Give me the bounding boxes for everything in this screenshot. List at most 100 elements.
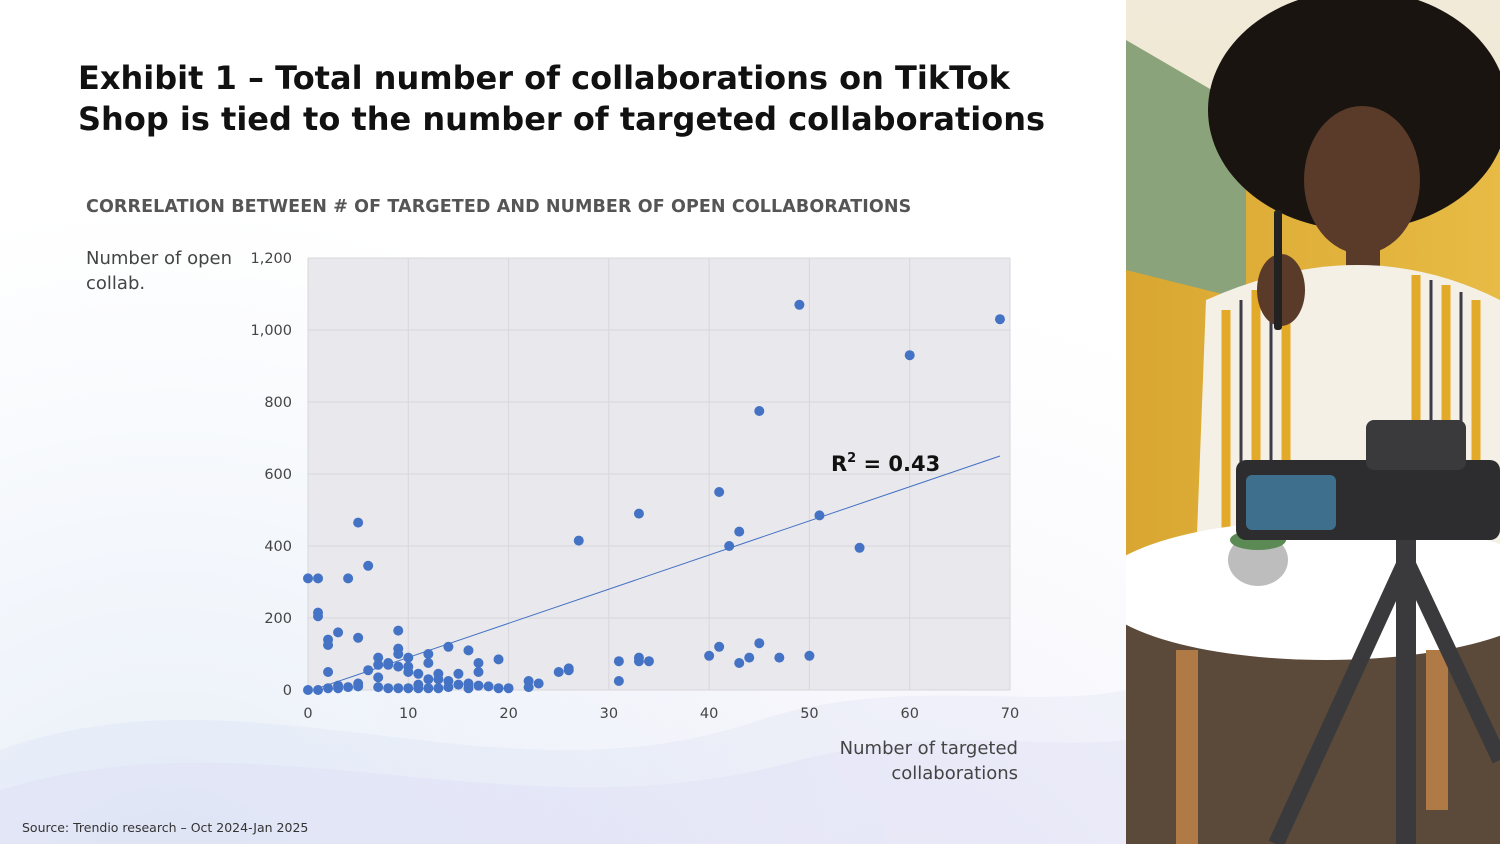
y-axis-label: Number of open collab. — [86, 248, 233, 294]
data-point — [613, 656, 624, 667]
data-point — [553, 667, 564, 677]
data-point — [423, 658, 434, 668]
data-point — [734, 526, 745, 537]
data-point — [804, 650, 815, 661]
data-point — [633, 508, 644, 519]
data-point — [333, 627, 344, 638]
data-point — [473, 680, 484, 691]
data-point — [353, 632, 364, 643]
chart-subtitle: CORRELATION BETWEEN # OF TARGETED AND NU… — [86, 197, 912, 217]
data-point — [343, 682, 354, 693]
data-point — [393, 661, 404, 672]
data-point — [994, 314, 1005, 325]
data-point — [393, 649, 404, 659]
r2-value: = 0.43 — [856, 452, 940, 476]
data-point — [403, 667, 414, 677]
data-point — [643, 656, 654, 667]
data-point — [503, 683, 514, 694]
x-tick-label: 10 — [399, 706, 417, 722]
decorative-wave — [0, 690, 1126, 844]
y-tick-label: 1,200 — [250, 251, 292, 267]
y-tick-label: 800 — [264, 395, 292, 411]
data-point — [393, 625, 404, 636]
x-tick-label: 20 — [499, 706, 517, 722]
data-point — [323, 683, 334, 694]
x-axis-label: Number of targeted collaborations — [839, 738, 1018, 784]
data-point — [904, 350, 915, 361]
data-point — [794, 299, 805, 310]
data-point — [393, 683, 404, 694]
data-point — [633, 656, 644, 667]
trendline — [317, 455, 1001, 689]
data-point — [533, 678, 544, 689]
data-point — [754, 406, 765, 416]
data-point — [413, 679, 424, 690]
data-point — [734, 658, 745, 668]
data-point — [523, 682, 534, 693]
photo-creator-recording-icon — [1126, 0, 1500, 844]
y-tick-label: 1,000 — [250, 323, 292, 339]
data-point — [724, 541, 735, 551]
data-point — [403, 683, 414, 694]
x-tick-label: 70 — [1001, 706, 1019, 722]
data-point — [493, 654, 504, 665]
data-point — [423, 674, 434, 685]
data-point — [704, 650, 715, 661]
data-point — [373, 672, 384, 683]
data-point — [403, 652, 414, 663]
x-tick-label: 50 — [800, 706, 818, 722]
data-point — [323, 640, 334, 650]
data-point — [373, 652, 384, 663]
r2-base: R — [831, 452, 847, 476]
data-point — [714, 487, 725, 497]
data-point — [313, 573, 324, 584]
data-point — [483, 681, 494, 692]
data-point — [333, 680, 344, 691]
x-tick-label: 60 — [900, 706, 918, 722]
data-point — [303, 685, 313, 695]
data-point — [714, 641, 725, 652]
y-tick-label: 0 — [283, 683, 292, 699]
data-point — [423, 683, 434, 694]
y-tick-label: 200 — [264, 611, 292, 627]
data-points — [303, 299, 1005, 695]
source-note: Source: Trendio research – Oct 2024-Jan … — [22, 820, 309, 835]
data-point — [453, 668, 464, 679]
data-point — [433, 683, 444, 694]
y-tick-labels: 0 200 400 600 800 1,000 1,200 — [250, 251, 292, 699]
data-point — [453, 679, 464, 690]
data-point — [744, 652, 755, 663]
data-point — [343, 573, 354, 584]
data-point — [774, 652, 785, 663]
data-point — [413, 668, 424, 679]
data-point — [754, 638, 765, 649]
data-point — [473, 667, 484, 677]
data-point — [313, 611, 324, 622]
photo-creator-recording — [1126, 0, 1500, 844]
page-title: Exhibit 1 – Total number of collaboratio… — [78, 59, 1046, 138]
x-tick-label: 0 — [303, 706, 312, 722]
data-point — [473, 658, 484, 668]
data-point — [313, 685, 324, 695]
y-tick-label: 600 — [264, 467, 292, 483]
data-point — [353, 678, 364, 689]
data-point — [563, 663, 574, 674]
grid-lines — [307, 257, 1011, 691]
data-point — [363, 560, 374, 571]
data-point — [443, 682, 454, 693]
data-point — [303, 573, 313, 584]
data-point — [373, 682, 384, 693]
data-point — [433, 674, 444, 685]
data-point — [383, 659, 394, 670]
r2-superscript: 2 — [847, 451, 856, 466]
data-point — [814, 510, 825, 521]
data-point — [353, 517, 364, 528]
y-tick-label: 400 — [264, 539, 292, 555]
data-point — [363, 665, 374, 676]
data-point — [463, 645, 474, 656]
r-squared-annotation: R2 = 0.43 — [831, 451, 940, 476]
x-tick-label: 40 — [700, 706, 718, 722]
data-point — [573, 535, 584, 546]
data-point — [443, 641, 454, 652]
